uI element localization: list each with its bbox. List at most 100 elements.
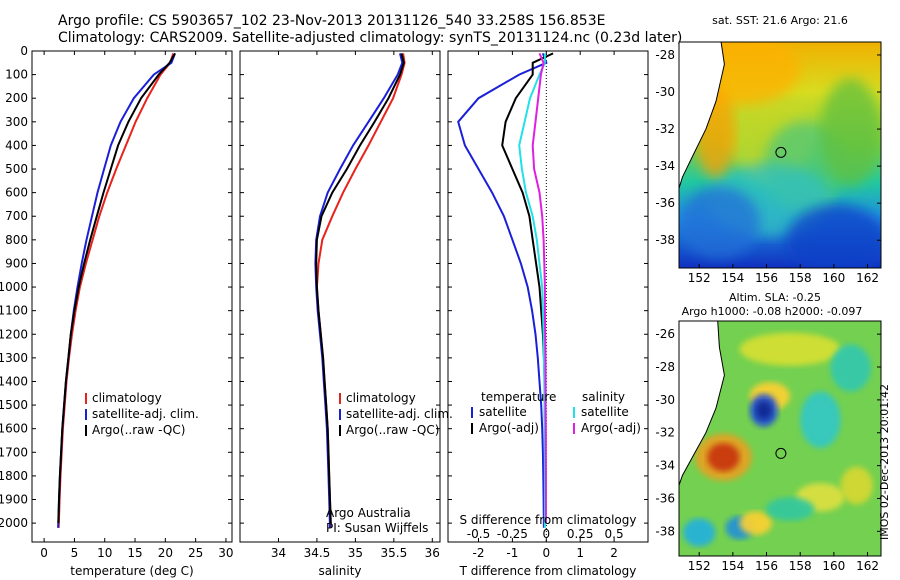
sst-map-xtick-label: 158: [789, 271, 812, 285]
legend-temperature-title: temperature: [481, 390, 556, 404]
sla-field-patch: [739, 511, 772, 535]
salinity-legend-item: satellite-adj. clim.: [346, 407, 453, 421]
depth-tick-label: 1700: [0, 445, 28, 459]
depth-tick-label: 1200: [0, 327, 28, 341]
timestamp-stamp: IMOS 02-Dec-2013 20:01:42: [878, 384, 891, 540]
sla-map-xtick-label: 158: [789, 559, 812, 573]
salinity-profile-xtick-label: 34.5: [304, 546, 331, 560]
sst-map-image: [679, 42, 881, 268]
salinity-diff-tick-label: 0: [542, 527, 550, 541]
temperature-profile-xtick-label: 0: [40, 546, 48, 560]
salinity-diff-tick-label: 0.25: [567, 527, 594, 541]
legend-t-item: satellite: [479, 405, 527, 419]
series-line-s-argo-adj-: [531, 53, 547, 524]
difference-profile-xtick-label: 0: [542, 546, 550, 560]
salinity-profile-frame: [239, 50, 441, 543]
depth-tick-label: 1800: [0, 469, 28, 483]
depth-tick-label: 1400: [0, 374, 28, 388]
sst-field-patch: [786, 204, 881, 268]
salinity-profile-xtick-label: 34: [271, 546, 286, 560]
depth-tick-label: 400: [5, 138, 28, 152]
sla-map-ytick-label: -36: [655, 491, 675, 505]
sst-map-xtick-label: 162: [856, 271, 879, 285]
sla-map-ytick-label: -38: [655, 524, 675, 538]
difference-top-xlabel: S difference from climatology: [460, 513, 637, 527]
sla-title: Altim. SLA: -0.25: [729, 291, 821, 304]
depth-tick-label: 300: [5, 115, 28, 129]
sla-map-ytick-label: -30: [655, 393, 675, 407]
sla-field-patch: [707, 443, 740, 472]
salinity-diff-tick-label: -0.25: [497, 527, 528, 541]
annotation-pi: PI: Susan Wijffels: [326, 521, 428, 535]
sla-map-ytick-label: -28: [655, 360, 675, 374]
temperature-legend-item: Argo(..raw -QC): [92, 423, 185, 437]
annotation-argo-australia: Argo Australia: [326, 506, 411, 520]
legend-salinity-title: salinity: [582, 390, 625, 404]
temperature-profile-xtick-label: 10: [97, 546, 112, 560]
depth-tick-label: 100: [5, 68, 28, 82]
sla-field-patch: [683, 518, 716, 547]
salinity-diff-tick-label: -0.5: [467, 527, 490, 541]
title-line-2: Climatology: CARS2009. Satellite-adjuste…: [58, 30, 683, 46]
salinity-diff-tick-label: 0.5: [605, 527, 624, 541]
series-line-s-satellite: [518, 53, 546, 528]
land-mass: [679, 42, 725, 189]
sst-map-ytick-label: -36: [655, 196, 675, 210]
depth-tick-label: 1600: [0, 422, 28, 436]
sla-field-patch: [755, 400, 772, 420]
profile-location-marker: [775, 447, 787, 459]
legend-s-item: Argo(-adj): [581, 421, 641, 435]
sst-map-xtick-label: 156: [755, 271, 778, 285]
sst-map-ytick-label: -32: [655, 122, 675, 136]
depth-tick-label: 700: [5, 209, 28, 223]
temperature-legend-item: satellite-adj. clim.: [92, 407, 199, 421]
temperature-profile-xlabel: temperature (deg C): [70, 564, 193, 578]
legend-t-item: Argo(-adj): [479, 421, 539, 435]
salinity-legend-item: Argo(..raw -QC): [346, 423, 439, 437]
series-line-argo-raw-qc-: [315, 53, 405, 524]
sla-map-ytick-label: -32: [655, 426, 675, 440]
difference-profile-xtick-label: -2: [473, 546, 485, 560]
depth-tick-label: 2000: [0, 516, 28, 530]
sst-map-ytick-label: -38: [655, 233, 675, 247]
depth-tick-label: 600: [5, 186, 28, 200]
land-mass: [679, 321, 725, 486]
depth-tick-label: 1100: [0, 304, 28, 318]
sst-map-xtick-label: 160: [822, 271, 845, 285]
depth-tick-label: 1000: [0, 280, 28, 294]
series-line-t-satellite: [457, 53, 548, 528]
difference-profile-frame: [447, 50, 649, 543]
difference-profile-xtick-label: 1: [576, 546, 584, 560]
sla-map-xtick-label: 162: [856, 559, 879, 573]
sst-field-patch: [820, 78, 881, 187]
sst-map-ytick-label: -30: [655, 85, 675, 99]
temperature-profile-xtick-label: 30: [218, 546, 233, 560]
series-line-argo-raw-qc-: [57, 52, 176, 524]
sla-map-xtick-label: 154: [721, 559, 744, 573]
depth-tick-label: 0: [20, 44, 28, 58]
difference-profile-xlabel: T difference from climatology: [459, 564, 637, 578]
salinity-profile-xtick-label: 35: [348, 546, 363, 560]
sla-map-xtick-label: 152: [688, 559, 711, 573]
sst-map-ytick-label: -28: [655, 48, 675, 62]
sla-subtitle: Argo h1000: -0.08 h2000: -0.097: [682, 305, 863, 318]
sla-field-patch: [830, 344, 871, 392]
title-line-1: Argo profile: CS 5903657_102 23-Nov-2013…: [58, 13, 606, 29]
salinity-legend-item: climatology: [346, 391, 416, 405]
sst-map-xtick-label: 154: [721, 271, 744, 285]
temperature-profile-xtick-label: 5: [71, 546, 79, 560]
temperature-legend-item: climatology: [92, 391, 162, 405]
sla-field-patch: [840, 466, 873, 505]
depth-tick-label: 1300: [0, 351, 28, 365]
sla-map-xtick-label: 160: [822, 559, 845, 573]
sst-map-ytick-label: -34: [655, 159, 675, 173]
sla-map-frame: [678, 320, 882, 557]
depth-tick-label: 1500: [0, 398, 28, 412]
sst-field-patch: [679, 186, 760, 259]
temperature-profile-frame: [31, 50, 233, 543]
sla-map-image: [679, 321, 881, 556]
salinity-profile-xtick-label: 35.5: [380, 546, 407, 560]
depth-tick-label: 200: [5, 91, 28, 105]
sst-map-frame: [678, 41, 882, 269]
